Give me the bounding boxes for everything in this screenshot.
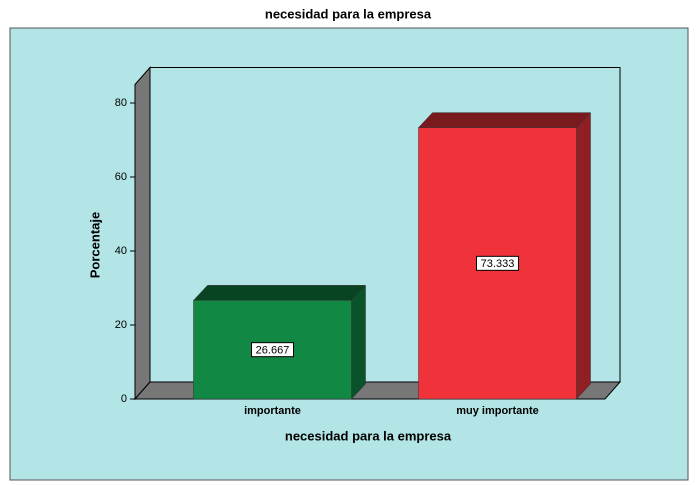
- y-tick-label: 60: [115, 171, 127, 183]
- y-axis-title: Porcentaje: [87, 212, 102, 278]
- value-label-box: [251, 342, 294, 358]
- y-tick-label: 40: [115, 245, 127, 257]
- y-tick-label: 20: [115, 319, 127, 331]
- x-tick-label: importante: [244, 405, 301, 417]
- bar-side: [576, 112, 591, 400]
- value-label-box: [476, 255, 519, 271]
- x-axis-title: necesidad para la empresa: [285, 428, 452, 443]
- y-tick-label: 80: [115, 97, 127, 109]
- x-tick-label: muy importante: [456, 405, 539, 417]
- value-label: 73.333: [481, 258, 515, 270]
- side-wall: [134, 66, 151, 401]
- y-tick-label: 0: [121, 393, 127, 405]
- chart-title: necesidad para la empresa: [265, 6, 432, 21]
- bar-top: [417, 112, 592, 128]
- bar-side: [351, 284, 366, 400]
- value-label: 26.667: [256, 345, 290, 357]
- bar-top: [192, 285, 367, 301]
